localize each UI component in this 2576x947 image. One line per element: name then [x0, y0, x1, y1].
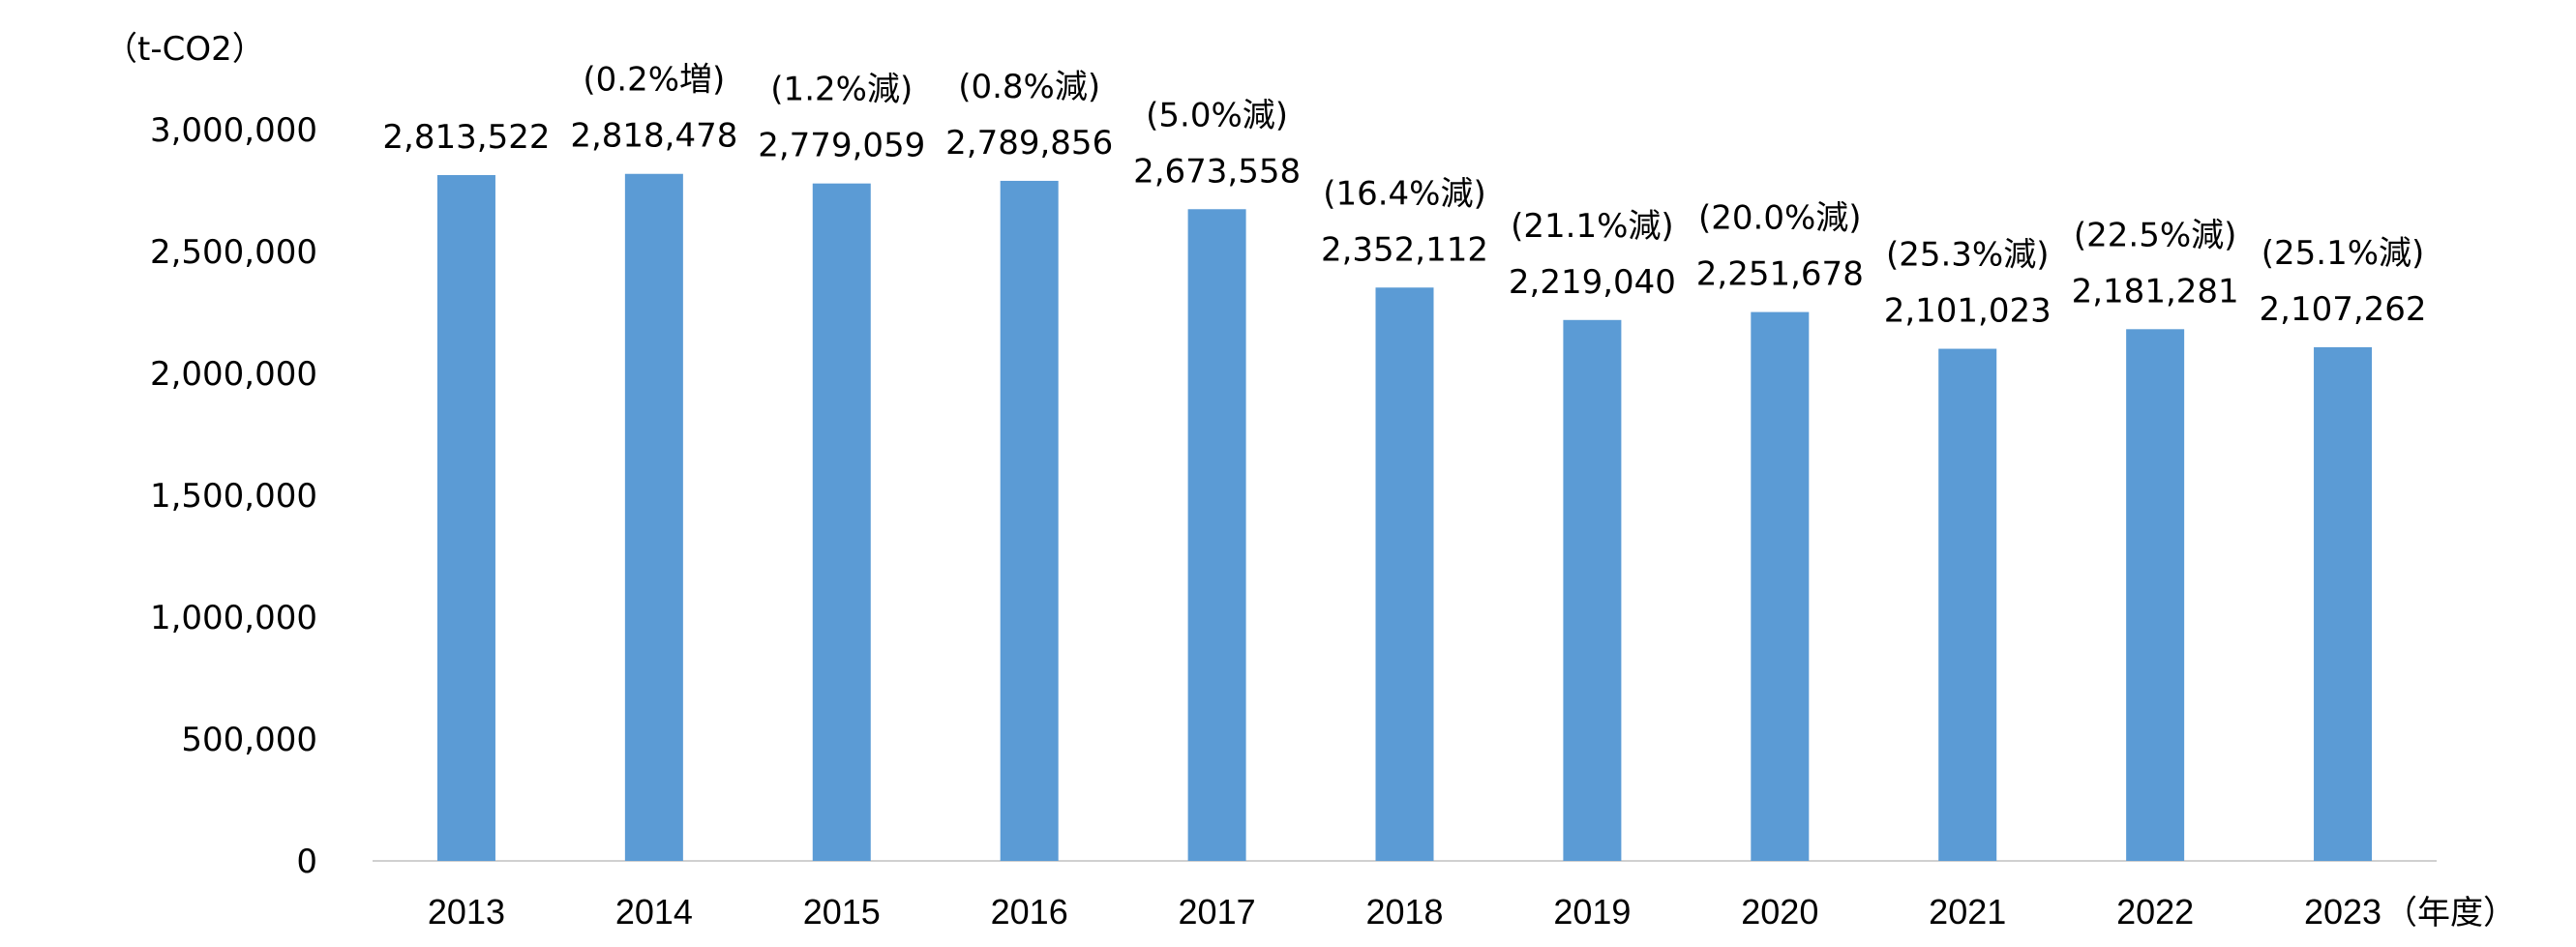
change-label: (25.1%減): [2261, 234, 2425, 273]
value-label: 2,818,478: [570, 117, 737, 156]
change-label: (20.0%減): [1698, 199, 1862, 238]
bar-2017: [1187, 209, 1246, 862]
change-label: (21.1%減): [1511, 207, 1674, 246]
change-label: (5.0%減): [1146, 96, 1288, 134]
value-label: 2,181,281: [2072, 272, 2239, 311]
value-label: 2,101,023: [1884, 292, 2052, 331]
y-tick-label: 1,500,000: [150, 477, 317, 516]
y-tick-label: 3,000,000: [150, 111, 317, 150]
y-axis-unit-label: （t-CO2）: [105, 30, 265, 69]
bar-2015: [812, 183, 871, 862]
y-tick-label: 2,000,000: [150, 355, 317, 394]
bar-2016: [1000, 180, 1059, 861]
change-label: (0.2%増): [583, 61, 725, 100]
x-tick-label: 2016: [991, 892, 1068, 932]
data-labels: 2,813,522 2,818,478 (0.2%増) 2,779,059 (1.2%減…: [382, 61, 2426, 331]
x-tick-label: 2014: [615, 892, 693, 932]
bar-2023: [2314, 346, 2373, 861]
y-tick-label: 1,000,000: [150, 599, 317, 637]
x-tick-label: 2020: [1741, 892, 1818, 932]
x-tick-label: 2023: [2304, 892, 2381, 932]
y-tick-label: 0: [296, 843, 317, 881]
value-label: 2,352,112: [1321, 230, 1488, 269]
x-tick-label: 2015: [803, 892, 881, 932]
bar-2022: [2126, 329, 2185, 861]
value-label: 2,251,678: [1696, 255, 1864, 294]
bar-2020: [1751, 311, 1810, 861]
bar-2019: [1563, 319, 1622, 862]
value-label: 2,779,059: [758, 127, 925, 165]
value-label: 2,789,856: [945, 124, 1113, 163]
change-label: (25.3%減): [1886, 236, 2050, 275]
change-label: (22.5%減): [2074, 216, 2237, 254]
x-tick-label: 2013: [428, 892, 505, 932]
bar-2013: [436, 174, 495, 862]
x-axis: 2013 2014 2015 2016 2017 2018 2019 2020 2021 2022…: [428, 892, 2381, 932]
bar-2014: [624, 173, 683, 862]
value-label: 2,813,522: [382, 118, 550, 157]
change-label: (16.4%減): [1323, 174, 1486, 213]
bars: [436, 173, 2373, 862]
value-label: 2,107,262: [2260, 290, 2427, 329]
x-tick-label: 2022: [2116, 892, 2194, 932]
bar-2021: [1938, 348, 1997, 861]
value-label: 2,219,040: [1509, 263, 1676, 302]
value-label: 2,673,558: [1133, 152, 1301, 191]
x-axis-unit-label: （年度）: [2384, 894, 2516, 932]
change-label: (0.8%減): [958, 68, 1100, 106]
bar-2018: [1375, 287, 1434, 861]
y-tick-label: 2,500,000: [150, 233, 317, 272]
change-label: (1.2%減): [770, 71, 913, 109]
x-tick-label: 2021: [1929, 892, 2006, 932]
x-tick-label: 2019: [1553, 892, 1631, 932]
x-tick-label: 2017: [1179, 892, 1256, 932]
y-axis: 0 500,000 1,000,000 1,500,000 2,000,000 2,500…: [150, 111, 317, 881]
x-tick-label: 2018: [1365, 892, 1443, 932]
y-tick-label: 500,000: [181, 721, 317, 759]
